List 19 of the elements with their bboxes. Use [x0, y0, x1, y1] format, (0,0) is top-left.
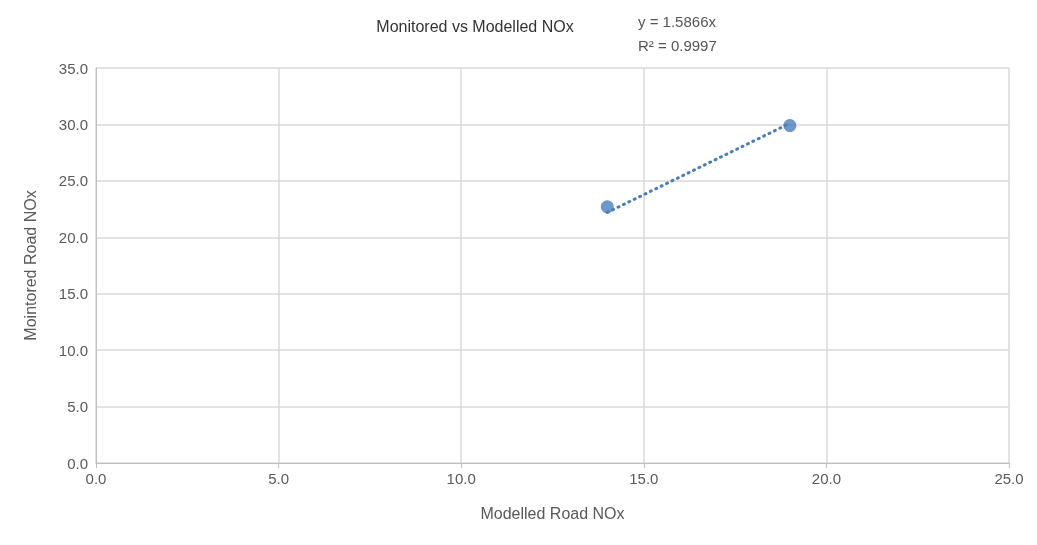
- x-tick-label: 5.0: [268, 470, 290, 487]
- y-tick-label: 0.0: [67, 454, 88, 472]
- x-axis-title: Modelled Road NOx: [480, 504, 625, 522]
- y-tick-label: 15.0: [58, 285, 88, 303]
- x-tick-label: 25.0: [994, 470, 1024, 487]
- x-tick-label: 10.0: [446, 470, 476, 487]
- y-tick-label: 10.0: [58, 341, 88, 359]
- x-tick-label: 20.0: [811, 470, 841, 487]
- text: y = 1.5866x: [638, 13, 717, 30]
- y-tick-label: 20.0: [58, 228, 88, 246]
- y-tick-label: 30.0: [58, 115, 88, 133]
- y-tick-label: 25.0: [58, 172, 88, 190]
- x-tick-label: 15.0: [629, 470, 659, 487]
- x-tick-label: 0.0: [85, 470, 107, 487]
- y-tick-label: 5.0: [67, 398, 88, 416]
- y-axis-title: Mointored Road NOx: [21, 190, 39, 341]
- text: R² = 0.9997: [638, 37, 717, 54]
- y-tick-label: 35.0: [58, 59, 88, 77]
- chart-title: Monitored vs Modelled NOx: [376, 17, 574, 35]
